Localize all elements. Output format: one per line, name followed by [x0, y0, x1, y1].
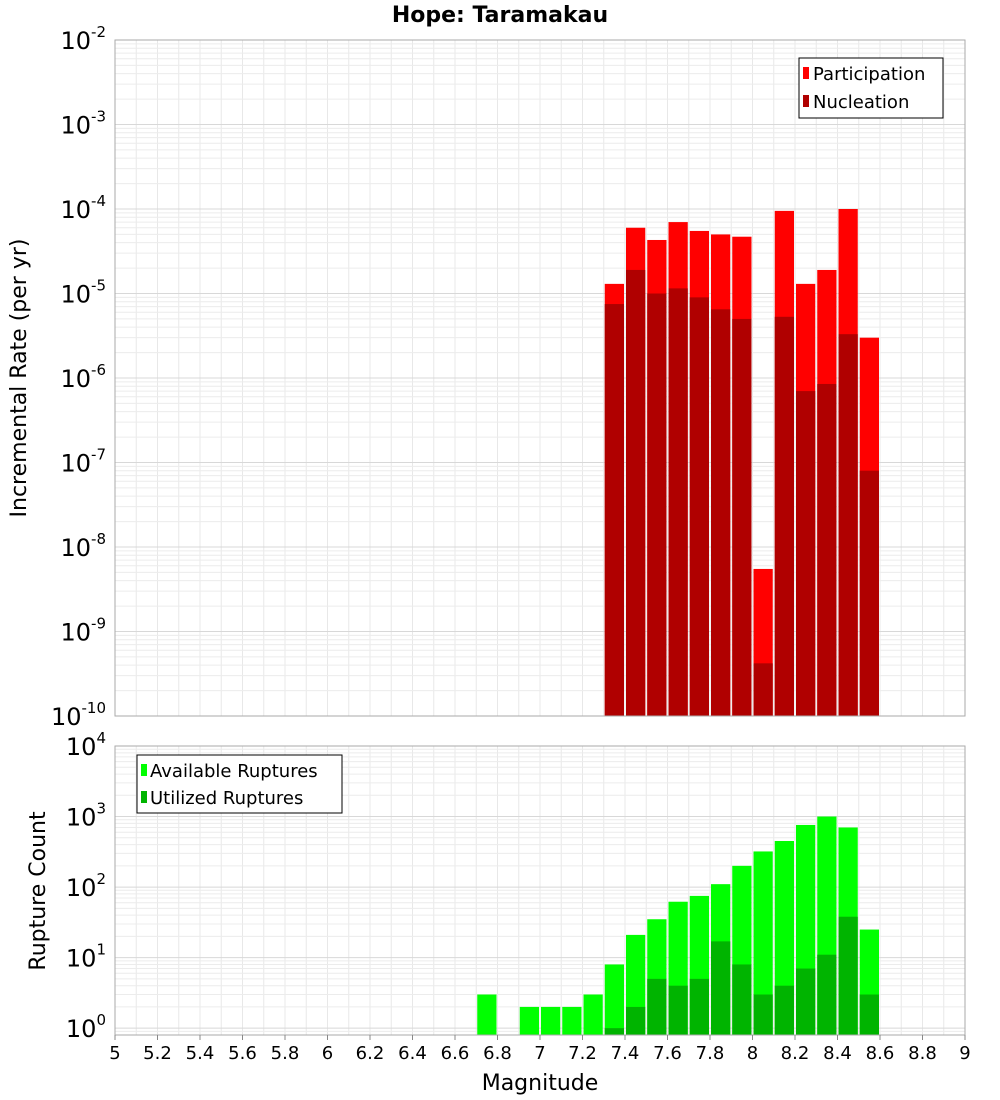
bar-utilized-ruptures	[859, 994, 879, 1035]
legend-swatch-utilized	[141, 791, 147, 803]
bar-utilized-ruptures	[711, 941, 731, 1035]
legend-swatch-participation	[803, 67, 809, 79]
x-tick-label: 8.8	[908, 1043, 937, 1064]
y-tick-label: 10-3	[60, 108, 106, 140]
x-tick-label: 5.6	[228, 1043, 257, 1064]
bottom-plot-bars	[477, 816, 879, 1035]
bottom-legend-box	[136, 754, 343, 814]
y-tick-label: 103	[66, 800, 106, 832]
bar-utilized-ruptures	[668, 985, 688, 1035]
legend-label-nucleation: Nucleation	[813, 92, 909, 113]
y-tick-label: 10-10	[51, 699, 106, 731]
bar-nucleation	[796, 391, 816, 716]
legend-label-utilized: Utilized Ruptures	[150, 788, 303, 809]
x-tick-label: 6.8	[483, 1043, 512, 1064]
bar-nucleation	[668, 288, 688, 716]
x-tick-label: 7.6	[653, 1043, 682, 1064]
y-tick-label: 10-6	[60, 361, 106, 393]
bar-utilized-ruptures	[796, 968, 816, 1035]
bar-utilized-ruptures	[732, 964, 752, 1035]
y-tick-label: 100	[66, 1011, 106, 1043]
x-tick-label: 9	[959, 1043, 970, 1064]
chart-title: Hope: Taramakau	[392, 3, 608, 28]
bar-utilized-ruptures	[604, 1028, 624, 1035]
top-plot-frame	[114, 39, 966, 717]
x-tick-label: 8.2	[781, 1043, 810, 1064]
bar-available-ruptures	[477, 994, 497, 1035]
top-legend-box	[798, 57, 944, 119]
legend-swatch-nucleation	[803, 95, 809, 107]
bar-available-ruptures	[604, 964, 624, 1035]
y-tick-label: 10-7	[60, 446, 106, 478]
x-ticks: 5 5.2 5.4 5.6 5.8 6 6.2 6.4 6.6 6.8 7 7.2 7.4 7.6 7.8 8…	[109, 1035, 971, 1064]
top-plot-bars	[604, 209, 879, 717]
y-tick-label: 102	[66, 870, 106, 902]
y-tick-label: 10-4	[60, 192, 106, 224]
bar-nucleation	[604, 304, 624, 716]
x-tick-label: 7.4	[611, 1043, 640, 1064]
bar-available-ruptures	[583, 994, 603, 1035]
legend-swatch-available	[141, 764, 147, 776]
x-tick-label: 7.8	[696, 1043, 725, 1064]
top-y-ticks: 10-10 10-9 10-8 10-7 10-6 10-5 10-4 10-3 10-2	[51, 23, 106, 731]
bar-nucleation	[753, 663, 773, 716]
bar-nucleation	[711, 309, 731, 716]
y-tick-label: 10-8	[60, 530, 106, 562]
bar-available-ruptures	[562, 1006, 582, 1035]
bar-utilized-ruptures	[689, 978, 709, 1035]
bar-utilized-ruptures	[774, 985, 794, 1035]
x-tick-label: 6.2	[356, 1043, 385, 1064]
top-plot-grid	[114, 39, 966, 717]
x-tick-label: 5.4	[186, 1043, 215, 1064]
x-axis-label: Magnitude	[482, 1071, 599, 1096]
x-tick-label: 5.2	[143, 1043, 172, 1064]
bottom-legend: Available Ruptures Utilized Ruptures	[136, 754, 343, 814]
bar-available-ruptures	[753, 851, 773, 1035]
x-tick-label: 8.6	[866, 1043, 895, 1064]
bar-utilized-ruptures	[626, 1006, 646, 1035]
x-tick-label: 8.4	[823, 1043, 852, 1064]
bottom-y-axis-label: Rupture Count	[26, 811, 51, 971]
y-tick-label: 10-2	[60, 23, 106, 55]
bar-nucleation	[838, 334, 858, 716]
bar-utilized-ruptures	[838, 916, 858, 1035]
top-y-axis-label: Incremental Rate (per yr)	[7, 239, 32, 518]
bar-nucleation	[689, 297, 709, 716]
bottom-y-ticks: 100 101 102 103 104	[66, 729, 106, 1043]
x-tick-label: 6.4	[398, 1043, 427, 1064]
bar-nucleation	[774, 316, 794, 716]
bar-nucleation	[817, 383, 837, 716]
bar-available-ruptures	[541, 1006, 561, 1035]
bar-utilized-ruptures	[817, 954, 837, 1035]
bar-nucleation	[647, 293, 667, 716]
y-tick-label: 101	[66, 941, 106, 973]
legend-label-participation: Participation	[813, 64, 925, 85]
y-tick-label: 104	[66, 729, 106, 761]
bar-available-ruptures	[519, 1006, 539, 1035]
bar-utilized-ruptures	[647, 978, 667, 1035]
x-tick-label: 7.2	[568, 1043, 597, 1064]
x-tick-label: 6	[322, 1043, 333, 1064]
x-tick-label: 6.6	[441, 1043, 470, 1064]
x-tick-label: 7	[534, 1043, 545, 1064]
x-tick-label: 5.8	[271, 1043, 300, 1064]
bar-nucleation	[732, 318, 752, 716]
legend-label-available: Available Ruptures	[150, 761, 318, 782]
bar-nucleation	[626, 269, 646, 716]
x-tick-label: 5	[109, 1043, 120, 1064]
bar-utilized-ruptures	[753, 994, 773, 1035]
top-legend: Participation Nucleation	[798, 57, 944, 119]
bar-nucleation	[859, 470, 879, 716]
y-tick-label: 10-5	[60, 277, 106, 309]
y-tick-label: 10-9	[60, 615, 106, 647]
x-tick-label: 8	[747, 1043, 758, 1064]
